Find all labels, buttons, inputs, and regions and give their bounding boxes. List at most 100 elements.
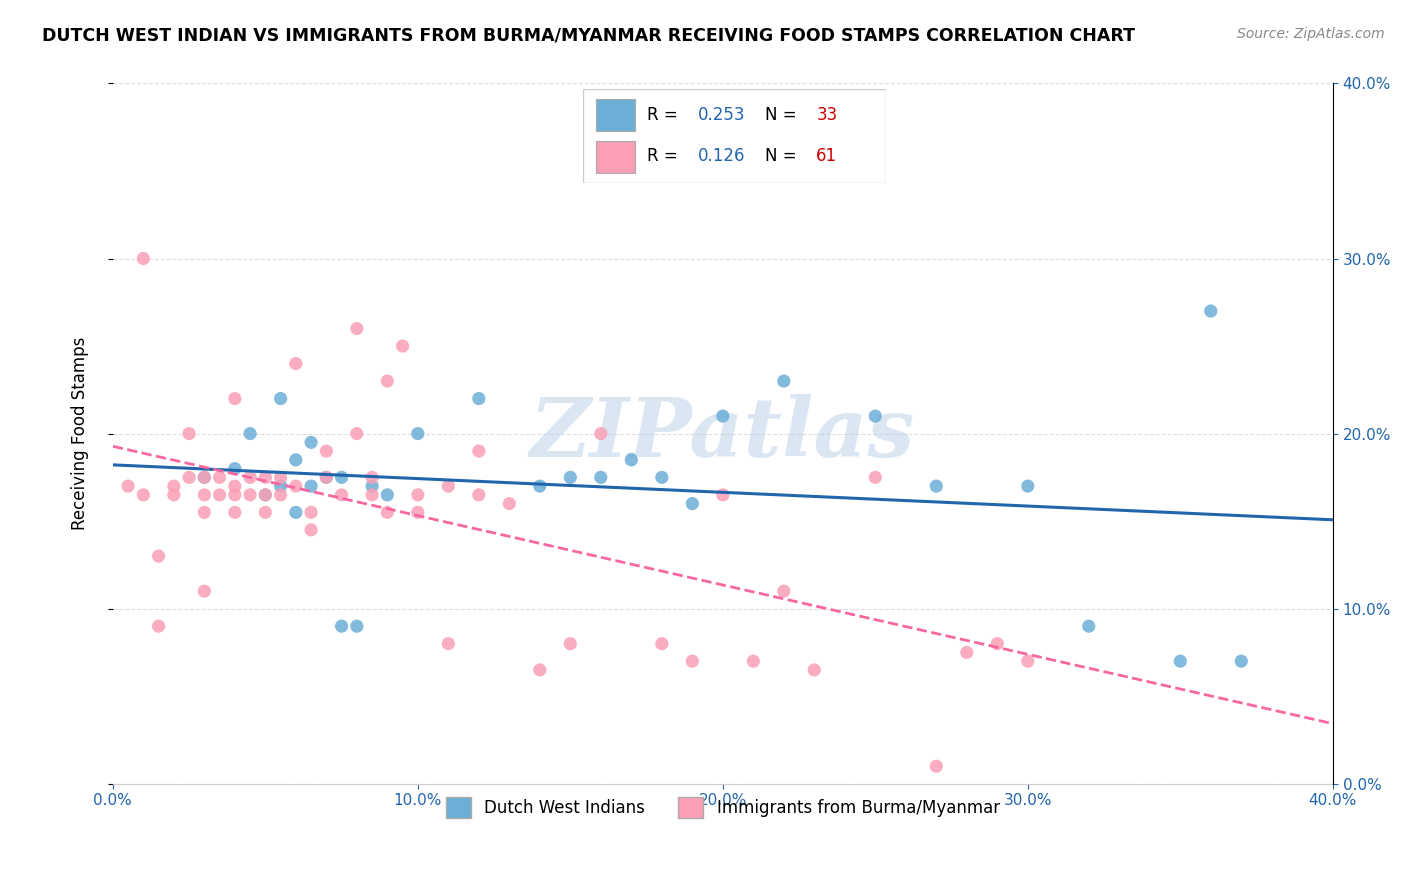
Point: [346, 426, 368, 441]
Point: [986, 637, 1008, 651]
Point: [437, 479, 460, 493]
Point: [375, 374, 398, 388]
Point: [560, 637, 582, 651]
Point: [270, 479, 292, 493]
Point: [391, 339, 413, 353]
Point: [361, 488, 384, 502]
Point: [468, 444, 491, 458]
Point: [177, 426, 200, 441]
Point: [254, 488, 277, 502]
Point: [132, 488, 155, 502]
Y-axis label: Receiving Food Stamps: Receiving Food Stamps: [72, 337, 89, 530]
Point: [239, 426, 262, 441]
Point: [284, 479, 307, 493]
Point: [193, 488, 215, 502]
Text: DUTCH WEST INDIAN VS IMMIGRANTS FROM BURMA/MYANMAR RECEIVING FOOD STAMPS CORRELA: DUTCH WEST INDIAN VS IMMIGRANTS FROM BUR…: [42, 27, 1135, 45]
Point: [1017, 479, 1039, 493]
Point: [437, 637, 460, 651]
Point: [254, 505, 277, 519]
Point: [1077, 619, 1099, 633]
Text: 61: 61: [817, 147, 838, 165]
Point: [163, 488, 186, 502]
Point: [589, 426, 612, 441]
Point: [865, 409, 887, 423]
Text: R =: R =: [647, 147, 683, 165]
Point: [224, 505, 246, 519]
Point: [193, 505, 215, 519]
Point: [239, 470, 262, 484]
Point: [148, 549, 170, 563]
Point: [742, 654, 765, 668]
Point: [651, 637, 673, 651]
Point: [1230, 654, 1253, 668]
Point: [315, 470, 337, 484]
Point: [148, 619, 170, 633]
Point: [620, 453, 643, 467]
Point: [117, 479, 139, 493]
Point: [299, 505, 322, 519]
Point: [315, 470, 337, 484]
Point: [406, 505, 429, 519]
Point: [346, 619, 368, 633]
Point: [375, 505, 398, 519]
Text: ZIPatlas: ZIPatlas: [530, 393, 915, 474]
Point: [193, 470, 215, 484]
Point: [925, 759, 948, 773]
Point: [315, 444, 337, 458]
Text: N =: N =: [765, 106, 801, 124]
Point: [270, 392, 292, 406]
Point: [375, 488, 398, 502]
Point: [330, 470, 353, 484]
Text: 0.126: 0.126: [699, 147, 745, 165]
Point: [589, 470, 612, 484]
Point: [193, 470, 215, 484]
Point: [406, 488, 429, 502]
Point: [498, 497, 520, 511]
Text: R =: R =: [647, 106, 683, 124]
Point: [270, 488, 292, 502]
Point: [1168, 654, 1191, 668]
Point: [284, 453, 307, 467]
Point: [1017, 654, 1039, 668]
Point: [224, 461, 246, 475]
Point: [468, 392, 491, 406]
Text: N =: N =: [765, 147, 801, 165]
Text: 33: 33: [817, 106, 838, 124]
Point: [803, 663, 825, 677]
Point: [1199, 304, 1222, 318]
Point: [254, 488, 277, 502]
FancyBboxPatch shape: [583, 89, 886, 183]
Point: [224, 479, 246, 493]
Text: Source: ZipAtlas.com: Source: ZipAtlas.com: [1237, 27, 1385, 41]
Point: [956, 645, 979, 659]
Point: [284, 357, 307, 371]
Point: [163, 479, 186, 493]
Point: [224, 488, 246, 502]
Point: [361, 470, 384, 484]
Point: [177, 470, 200, 484]
Point: [330, 488, 353, 502]
Point: [270, 470, 292, 484]
Point: [681, 497, 703, 511]
Text: 0.253: 0.253: [699, 106, 745, 124]
Point: [529, 479, 551, 493]
Point: [560, 470, 582, 484]
Point: [208, 488, 231, 502]
Point: [254, 470, 277, 484]
Point: [299, 523, 322, 537]
Point: [284, 505, 307, 519]
Point: [772, 584, 794, 599]
Point: [208, 470, 231, 484]
FancyBboxPatch shape: [596, 98, 636, 131]
Point: [711, 409, 734, 423]
Point: [299, 435, 322, 450]
Point: [132, 252, 155, 266]
Point: [406, 426, 429, 441]
FancyBboxPatch shape: [596, 141, 636, 173]
Point: [346, 321, 368, 335]
Point: [361, 479, 384, 493]
Point: [529, 663, 551, 677]
Point: [681, 654, 703, 668]
Point: [468, 488, 491, 502]
Point: [330, 619, 353, 633]
